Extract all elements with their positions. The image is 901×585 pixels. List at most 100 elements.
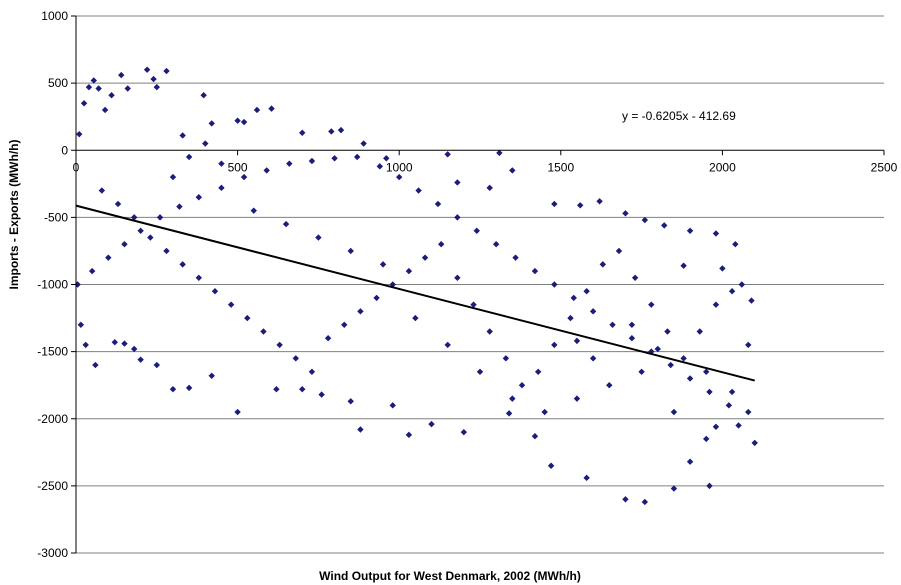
data-point xyxy=(208,372,215,379)
data-point xyxy=(686,375,694,382)
data-point xyxy=(719,265,726,272)
y-axis-title: Imports - Exports (MWh/h) xyxy=(7,140,21,290)
data-point xyxy=(250,207,257,214)
data-point xyxy=(638,368,645,375)
data-point xyxy=(153,361,160,369)
data-point xyxy=(444,341,451,349)
data-point xyxy=(460,428,468,436)
data-point xyxy=(712,301,720,308)
data-point xyxy=(664,328,671,335)
data-point xyxy=(76,130,83,138)
data-point xyxy=(648,348,655,355)
data-point xyxy=(268,105,275,112)
data-point xyxy=(299,129,306,136)
data-point xyxy=(599,261,607,268)
data-point xyxy=(486,184,493,192)
data-point xyxy=(706,482,713,490)
data-point xyxy=(631,274,639,281)
data-point xyxy=(331,155,338,162)
data-point xyxy=(153,83,160,91)
data-point xyxy=(551,281,558,288)
data-point xyxy=(357,426,364,433)
data-point xyxy=(337,126,345,134)
data-point xyxy=(735,422,742,429)
data-point xyxy=(470,301,477,308)
data-point xyxy=(573,395,581,402)
x-tick-label: 2500 xyxy=(871,160,898,174)
data-point xyxy=(163,67,170,75)
data-point xyxy=(518,381,526,389)
data-point xyxy=(244,314,251,322)
data-point xyxy=(622,210,629,217)
data-point xyxy=(622,496,629,503)
y-tick-label: -2000 xyxy=(37,412,68,426)
y-tick-label: -2500 xyxy=(37,479,68,493)
data-point xyxy=(738,281,745,288)
data-point xyxy=(745,341,752,349)
data-point xyxy=(609,321,616,328)
y-tick-labels: 1000 500 0 -500 -1000 -1500 -2000 -2500 -3000 xyxy=(37,9,68,560)
data-point xyxy=(509,395,516,402)
data-point xyxy=(240,118,248,126)
data-point xyxy=(379,261,387,268)
data-point xyxy=(567,314,574,322)
data-point xyxy=(121,241,128,248)
data-point xyxy=(415,187,422,194)
data-point xyxy=(596,198,603,205)
x-tick-label: 500 xyxy=(228,160,248,174)
data-point xyxy=(150,75,157,83)
data-point xyxy=(383,155,390,162)
data-point xyxy=(438,241,445,248)
data-point xyxy=(486,328,493,335)
data-point xyxy=(745,408,752,416)
data-point xyxy=(583,288,590,295)
data-point xyxy=(405,267,413,275)
data-point xyxy=(218,160,225,167)
data-point xyxy=(92,361,99,369)
data-point xyxy=(211,288,219,295)
data-point xyxy=(200,92,207,99)
data-point xyxy=(670,485,678,492)
data-point xyxy=(434,200,442,208)
data-point xyxy=(547,462,555,469)
data-point xyxy=(195,274,203,281)
x-tick-label: 1500 xyxy=(547,160,574,174)
data-point xyxy=(680,355,687,362)
data-point xyxy=(641,498,649,506)
y-tick-label: 1000 xyxy=(41,9,68,23)
data-point xyxy=(137,356,144,363)
data-point xyxy=(667,361,674,369)
data-point xyxy=(534,368,542,375)
data-point xyxy=(505,410,513,417)
data-point xyxy=(405,431,413,439)
data-point xyxy=(292,355,299,362)
data-point xyxy=(324,335,332,342)
data-point xyxy=(85,83,93,91)
data-point xyxy=(686,458,694,465)
trendline-layer xyxy=(75,204,755,382)
data-point xyxy=(686,227,694,234)
data-point xyxy=(179,132,186,139)
data-point xyxy=(88,267,96,275)
trendline xyxy=(75,204,755,382)
data-point xyxy=(95,85,102,92)
data-point xyxy=(111,339,118,346)
data-point xyxy=(670,408,678,416)
data-point xyxy=(218,184,225,192)
data-point xyxy=(728,388,736,396)
data-point xyxy=(376,163,384,170)
data-point xyxy=(412,314,419,322)
data-point xyxy=(234,117,241,124)
data-point xyxy=(80,100,88,107)
data-point xyxy=(195,194,203,201)
data-point xyxy=(169,386,177,393)
data-point xyxy=(751,439,758,447)
data-point xyxy=(263,167,270,174)
data-point xyxy=(360,140,367,147)
data-point xyxy=(273,386,280,393)
trendline-equation: y = -0.6205x - 412.69 xyxy=(622,109,736,123)
data-point xyxy=(328,128,335,135)
x-tick-label: 2000 xyxy=(709,160,736,174)
y-tick-label: -3000 xyxy=(37,546,68,560)
data-point xyxy=(341,321,348,328)
